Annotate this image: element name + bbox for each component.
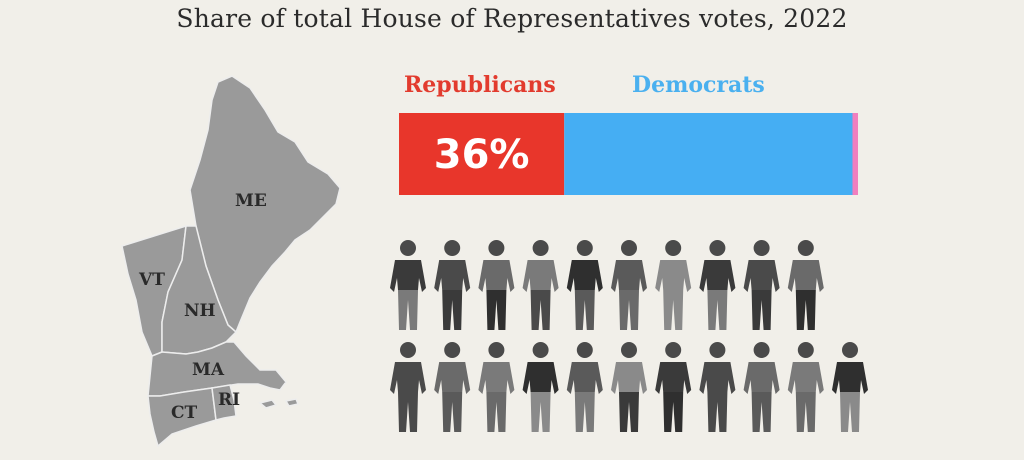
representative-figure	[478, 342, 515, 432]
bar-segment-republicans	[399, 113, 565, 195]
representative-figure	[655, 342, 692, 432]
representative-figure	[522, 342, 559, 432]
representative-figure	[611, 342, 647, 432]
representative-figure	[699, 240, 736, 330]
label-ma: MA	[192, 360, 225, 380]
representative-figure	[434, 240, 471, 330]
state-me	[189, 75, 341, 334]
label-nh: NH	[184, 301, 216, 321]
representative-figure	[566, 342, 603, 432]
new-england-map: ME VT NH MA CT RI	[121, 75, 341, 448]
state-ri	[211, 384, 237, 421]
label-ri: RI	[218, 390, 240, 410]
representative-figure	[787, 240, 824, 330]
bar-label-republicans: 36%	[434, 132, 530, 178]
legend-republicans: Republicans	[404, 72, 556, 98]
representative-figure	[522, 240, 559, 330]
label-me: ME	[235, 191, 267, 211]
representative-figure	[699, 342, 736, 432]
representative-figure	[478, 240, 515, 330]
island-nantucket	[284, 398, 300, 407]
chart-title: Share of total House of Representatives …	[176, 4, 848, 33]
representative-figure	[743, 342, 780, 432]
bar-segment-other	[852, 113, 858, 195]
representative-figure	[390, 240, 426, 330]
representative-figure	[434, 342, 471, 432]
representative-figure	[743, 240, 780, 330]
representative-figure	[566, 240, 603, 330]
representative-figure	[611, 240, 647, 330]
representative-figure	[787, 342, 824, 432]
bar-segment-democrats	[564, 113, 853, 195]
legend-democrats: Democrats	[632, 72, 765, 98]
representative-figure	[832, 342, 868, 432]
representative-figure	[655, 240, 692, 330]
label-vt: VT	[138, 270, 165, 290]
state-ct	[147, 387, 217, 448]
island-marthas-vineyard	[258, 399, 278, 409]
label-ct: CT	[171, 403, 198, 423]
representative-figure	[390, 342, 426, 432]
